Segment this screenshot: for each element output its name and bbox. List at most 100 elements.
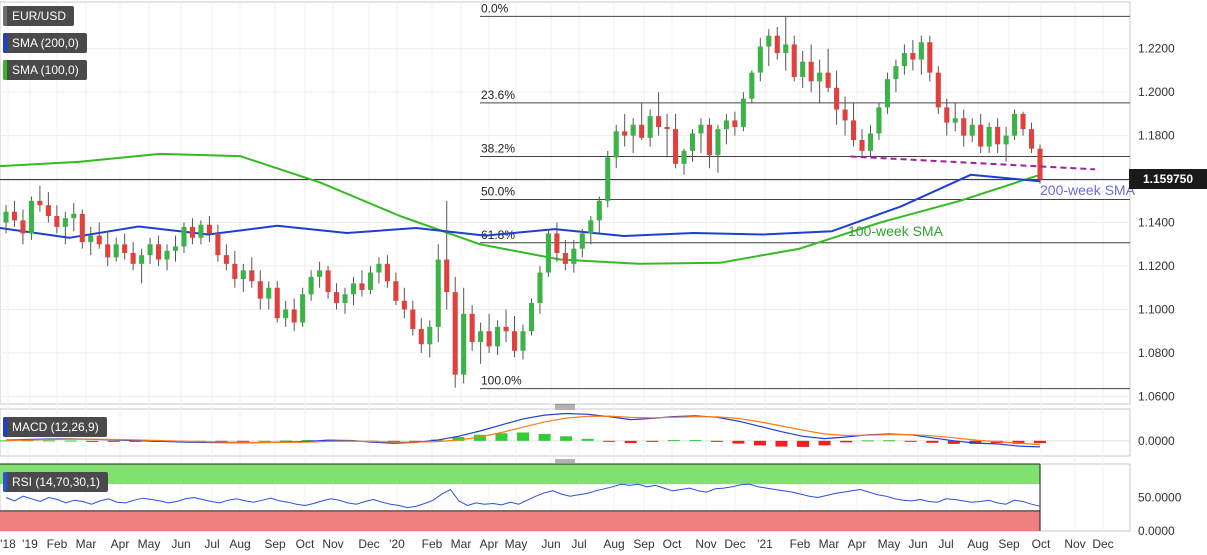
- candle-body: [240, 270, 246, 280]
- candle-body: [1003, 135, 1009, 145]
- rsi-legend-label: RSI (14,70,30,1): [12, 475, 101, 489]
- candle-body: [122, 244, 128, 253]
- candle-body: [156, 244, 162, 260]
- candle-body: [622, 131, 628, 136]
- rsi-overbought-zone: [0, 464, 1040, 485]
- candle-body: [867, 133, 874, 151]
- candle-body: [842, 109, 848, 121]
- time-tick-label: Mar: [76, 537, 97, 551]
- candle-body: [613, 131, 619, 158]
- candle-body: [54, 216, 60, 227]
- candle-body: [384, 263, 390, 282]
- fibonacci-levels: 0.0%23.6%38.2%50.0%61.8%100.0%: [0, 1, 1130, 390]
- time-tick-label: '18: [0, 537, 16, 551]
- candle-body: [62, 218, 68, 227]
- price-tick-label: 1.0800: [1138, 346, 1175, 360]
- candle-body: [740, 98, 746, 127]
- candle-body: [969, 124, 975, 136]
- candle-body: [961, 118, 967, 136]
- candle-body: [495, 326, 501, 347]
- candle-body: [918, 42, 924, 60]
- candle-body: [325, 270, 331, 293]
- candle-body: [503, 326, 509, 332]
- candle-body: [808, 61, 814, 82]
- time-tick-label: Sep: [264, 537, 286, 551]
- candle-body: [71, 213, 77, 219]
- price-tick-label: 1.1200: [1138, 259, 1175, 273]
- candle-body: [520, 331, 526, 351]
- sma200-path: [0, 173, 1041, 239]
- candle-body: [215, 233, 221, 256]
- candle-body: [410, 309, 416, 330]
- candle-body: [452, 292, 458, 375]
- candle-body: [367, 272, 373, 290]
- macd-histogram-bar: [904, 440, 917, 442]
- time-tick-label: Jun: [171, 537, 190, 551]
- rsi-legend[interactable]: RSI (14,70,30,1): [3, 472, 109, 492]
- rsi-tick-label: 50.0000: [1138, 491, 1182, 505]
- macd-histogram-bar: [797, 440, 810, 447]
- macd-histogram-bar: [840, 440, 853, 443]
- time-tick-label: Jun: [908, 537, 927, 551]
- candle-body: [189, 226, 196, 238]
- time-tick-label: Feb: [422, 537, 443, 551]
- candle-body: [554, 233, 560, 253]
- macd-histogram-bar: [86, 440, 99, 442]
- macd-histogram-bar: [301, 440, 314, 442]
- candle-body: [37, 200, 43, 206]
- candle-body: [20, 220, 26, 234]
- candle-body: [825, 72, 831, 88]
- candle-body: [1037, 148, 1043, 180]
- candle-body: [223, 255, 229, 264]
- macd-histogram-bar: [775, 440, 788, 447]
- macd-histogram-bar: [258, 440, 271, 442]
- time-tick-label: Nov: [695, 537, 716, 551]
- price-pane: [0, 1, 1131, 405]
- macd-legend-label: MACD (12,26,9): [12, 420, 99, 434]
- candle-body: [461, 313, 467, 375]
- candle-body: [978, 124, 984, 147]
- candle-body: [172, 246, 179, 251]
- candle-body: [393, 281, 399, 301]
- symbol-legend[interactable]: EUR/USD: [3, 6, 75, 26]
- candle-body: [689, 133, 696, 151]
- macd-histogram-bar: [538, 434, 551, 441]
- time-tick-label: Nov: [1064, 537, 1085, 551]
- candle-body: [266, 287, 272, 299]
- macd-histogram-bar: [215, 440, 228, 442]
- candle-body: [528, 302, 535, 332]
- candle-body: [859, 139, 865, 151]
- candle-body: [681, 150, 687, 164]
- candle-body: [511, 331, 518, 351]
- macd-legend[interactable]: MACD (12,26,9): [3, 417, 107, 437]
- candle-body: [732, 120, 738, 127]
- candle-body: [3, 211, 9, 223]
- time-tick-label: '20: [389, 537, 405, 551]
- symbol-legend-label: EUR/USD: [12, 9, 67, 23]
- candle-body: [647, 116, 653, 138]
- candle-body: [952, 118, 958, 123]
- macd-histogram-bar: [1012, 440, 1025, 444]
- candle-body: [884, 79, 890, 108]
- candle-body: [130, 252, 136, 264]
- macd-histogram-bar: [43, 440, 56, 442]
- candle-body: [317, 270, 323, 277]
- candle-body: [639, 124, 645, 138]
- macd-histogram-bar: [689, 440, 702, 442]
- time-tick-label: Mar: [451, 537, 472, 551]
- macd-histogram-bar: [64, 440, 77, 442]
- candle-body: [139, 255, 145, 264]
- trendline-path: [850, 155, 1096, 171]
- sma200-legend[interactable]: SMA (200,0): [3, 33, 87, 53]
- candle-body: [800, 61, 806, 77]
- candle-body: [817, 72, 823, 82]
- macd-signal-line: [5, 415, 1041, 446]
- time-tick-label: Apr: [848, 537, 867, 551]
- candle-body: [11, 211, 18, 221]
- sma100-legend[interactable]: SMA (100,0): [3, 60, 87, 80]
- time-tick-label: Oct: [296, 537, 315, 551]
- time-tick-label: Apr: [480, 537, 499, 551]
- candle-body: [376, 263, 382, 273]
- macd-histogram-bar: [0, 440, 12, 442]
